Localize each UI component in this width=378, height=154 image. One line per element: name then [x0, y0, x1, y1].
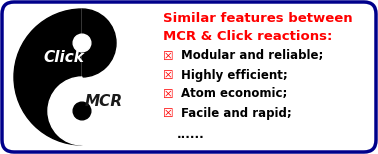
- Text: ......: ......: [177, 128, 205, 140]
- Text: ☒: ☒: [163, 49, 174, 63]
- Text: Atom economic;: Atom economic;: [181, 87, 287, 101]
- Text: ☒: ☒: [163, 107, 174, 120]
- Wedge shape: [14, 9, 82, 145]
- Circle shape: [73, 34, 91, 52]
- Circle shape: [14, 9, 150, 145]
- Text: MCR: MCR: [85, 93, 123, 109]
- Text: Similar features between: Similar features between: [163, 12, 353, 26]
- Circle shape: [73, 102, 91, 120]
- Text: MCR & Click reactions:: MCR & Click reactions:: [163, 30, 332, 43]
- Text: ☒: ☒: [163, 87, 174, 101]
- Text: Facile and rapid;: Facile and rapid;: [181, 107, 292, 120]
- Text: ☒: ☒: [163, 69, 174, 81]
- Wedge shape: [82, 9, 150, 145]
- Text: Modular and reliable;: Modular and reliable;: [181, 49, 323, 63]
- FancyBboxPatch shape: [2, 2, 376, 152]
- Wedge shape: [82, 9, 116, 77]
- Text: Highly efficient;: Highly efficient;: [181, 69, 288, 81]
- Wedge shape: [48, 77, 82, 145]
- Text: Click: Click: [43, 49, 84, 65]
